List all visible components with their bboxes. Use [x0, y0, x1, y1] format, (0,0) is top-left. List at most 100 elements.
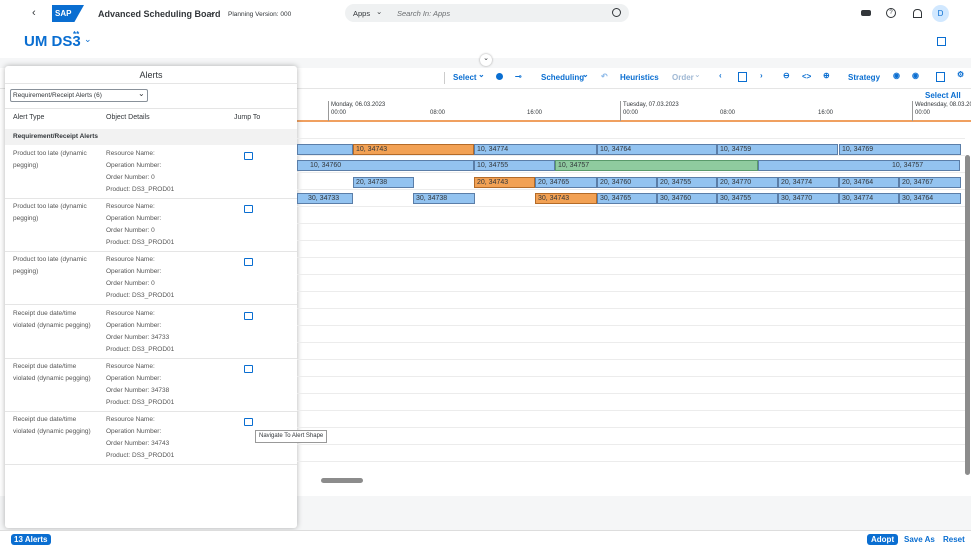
- operation-bar[interactable]: 10, 34757: [555, 160, 758, 171]
- operation-bar[interactable]: 20, 34774: [778, 177, 839, 188]
- row-line: [297, 155, 965, 156]
- search-placeholder[interactable]: Search In: Apps: [397, 9, 451, 18]
- jump-to-icon[interactable]: [244, 311, 253, 320]
- operation-bar[interactable]: 10, 34769: [839, 144, 961, 155]
- order-arrow[interactable]: ⌄: [694, 70, 701, 79]
- legend-icon[interactable]: ◉: [893, 71, 900, 80]
- alerts-count-button[interactable]: 13 Alerts: [11, 534, 51, 545]
- app-title[interactable]: Advanced Scheduling Board: [98, 9, 221, 19]
- scheduling-arrow[interactable]: ⌄: [582, 70, 589, 79]
- object-detail: Resource Name:: [106, 256, 155, 264]
- operation-bar[interactable]: 30, 34770: [778, 193, 839, 204]
- search-field[interactable]: [345, 4, 629, 22]
- select-button[interactable]: Select: [453, 73, 477, 82]
- next-icon[interactable]: ›: [760, 71, 763, 80]
- operation-bar[interactable]: 10, 34743: [353, 144, 474, 155]
- search-icon[interactable]: [612, 8, 621, 17]
- jump-to-icon[interactable]: [244, 205, 253, 214]
- bar[interactable]: [297, 144, 353, 155]
- operation-bar[interactable]: 30, 34738: [413, 193, 475, 204]
- row-divider: [5, 198, 297, 199]
- operation-bar[interactable]: 10, 34774: [474, 144, 597, 155]
- tooltip: Navigate To Alert Shape: [255, 430, 328, 443]
- alerts-filter[interactable]: [10, 89, 148, 102]
- operation-bar[interactable]: 30, 34774: [839, 193, 899, 204]
- icon-binoculars[interactable]: [861, 10, 871, 16]
- jump-to-icon[interactable]: [244, 364, 253, 373]
- operation-bar[interactable]: 10, 34757: [758, 160, 960, 171]
- vertical-scrollbar[interactable]: [965, 155, 970, 475]
- operation-bar[interactable]: 30, 34765: [597, 193, 657, 204]
- settings-icon[interactable]: ⚙: [957, 70, 965, 79]
- row-line: [297, 376, 965, 377]
- zoom-out-icon[interactable]: ⊖: [783, 71, 790, 80]
- alert-type: pegging): [13, 215, 39, 223]
- icon-help[interactable]: ?: [886, 8, 896, 18]
- fit-icon[interactable]: <>: [802, 72, 812, 81]
- operation-bar[interactable]: 20, 34765: [535, 177, 597, 188]
- jump-to-icon[interactable]: [244, 418, 253, 426]
- object-detail: Product: DS3_PROD01: [106, 452, 175, 459]
- order-button[interactable]: Order: [672, 73, 694, 82]
- prev-icon[interactable]: ‹: [719, 71, 722, 80]
- search-scope[interactable]: Apps: [353, 9, 371, 18]
- alert-type: violated (dynamic pegging): [13, 428, 91, 435]
- page-title-arrow[interactable]: ⌄: [84, 34, 92, 44]
- operation-bar[interactable]: 20, 34760: [597, 177, 657, 188]
- save-as-button[interactable]: Save As: [904, 535, 935, 544]
- jump-to-icon[interactable]: [244, 152, 253, 160]
- operation-bar[interactable]: 30, 34760: [657, 193, 717, 204]
- operation-bar[interactable]: 10, 34759: [717, 144, 838, 155]
- row-line: [297, 393, 965, 394]
- toolbar-separator: [444, 72, 445, 84]
- operation-bar[interactable]: 20, 34764: [839, 177, 899, 188]
- operation-bar[interactable]: 10, 34764: [597, 144, 717, 155]
- horizontal-scrollbar[interactable]: [321, 478, 363, 483]
- operation-bar[interactable]: 20, 34738: [353, 177, 414, 188]
- heuristics-button[interactable]: Heuristics: [620, 73, 659, 82]
- object-detail: Order Number: 34743: [106, 440, 170, 447]
- adopt-button[interactable]: Adopt: [867, 534, 899, 545]
- reset-button[interactable]: Reset: [943, 535, 965, 544]
- alert-type: violated (dynamic pegging): [13, 321, 91, 329]
- share-icon[interactable]: [937, 37, 946, 46]
- table-icon[interactable]: [936, 72, 945, 82]
- info-icon[interactable]: [496, 73, 503, 80]
- collapse-header[interactable]: ⌄: [480, 54, 492, 66]
- jump-to-icon[interactable]: [244, 258, 253, 267]
- operation-bar[interactable]: 30, 34755: [717, 193, 778, 204]
- row-line: [297, 240, 965, 241]
- operation-bar[interactable]: 30, 34764: [899, 193, 961, 204]
- row-line: [297, 172, 965, 173]
- select-arrow[interactable]: ⌄: [478, 70, 485, 79]
- scheduling-button[interactable]: Scheduling: [541, 73, 585, 82]
- operation-bar[interactable]: 10, 34755: [474, 160, 555, 171]
- back-button[interactable]: ‹: [32, 7, 36, 19]
- app-title-arrow[interactable]: ⌄: [209, 8, 216, 17]
- undo-icon[interactable]: ↶: [601, 72, 608, 81]
- user-avatar[interactable]: D: [932, 5, 949, 22]
- operation-bar[interactable]: 20, 34767: [899, 177, 961, 188]
- select-all-button[interactable]: Select All: [925, 91, 961, 100]
- page-title[interactable]: UM DS3: [24, 33, 81, 50]
- alerts-filter-text[interactable]: Requirement/Receipt Alerts (6): [13, 92, 102, 99]
- zoom-in-icon[interactable]: ⊕: [823, 71, 830, 80]
- operation-bar[interactable]: 30, 34733: [297, 193, 353, 204]
- object-detail: Operation Number:: [106, 268, 162, 276]
- strategy-button[interactable]: Strategy: [848, 73, 881, 82]
- operation-bar[interactable]: 30, 34743: [535, 193, 597, 204]
- operation-bar[interactable]: 10, 34760: [297, 160, 474, 171]
- network-icon[interactable]: ⊸: [515, 72, 522, 81]
- view-icon[interactable]: ◉: [912, 71, 919, 80]
- row-line: [297, 257, 965, 258]
- alert-type: Product too late (dynamic: [13, 150, 87, 157]
- alerts-filter-arrow[interactable]: ⌄: [138, 89, 145, 98]
- calendar-icon[interactable]: [738, 72, 747, 82]
- operation-bar[interactable]: 20, 34755: [657, 177, 717, 188]
- search-scope-arrow[interactable]: ⌄: [376, 7, 383, 16]
- day-divider: [620, 101, 621, 121]
- operation-bar[interactable]: 20, 34770: [717, 177, 778, 188]
- icon-notifications[interactable]: [913, 9, 922, 18]
- operation-bar[interactable]: 20, 34743: [474, 177, 535, 188]
